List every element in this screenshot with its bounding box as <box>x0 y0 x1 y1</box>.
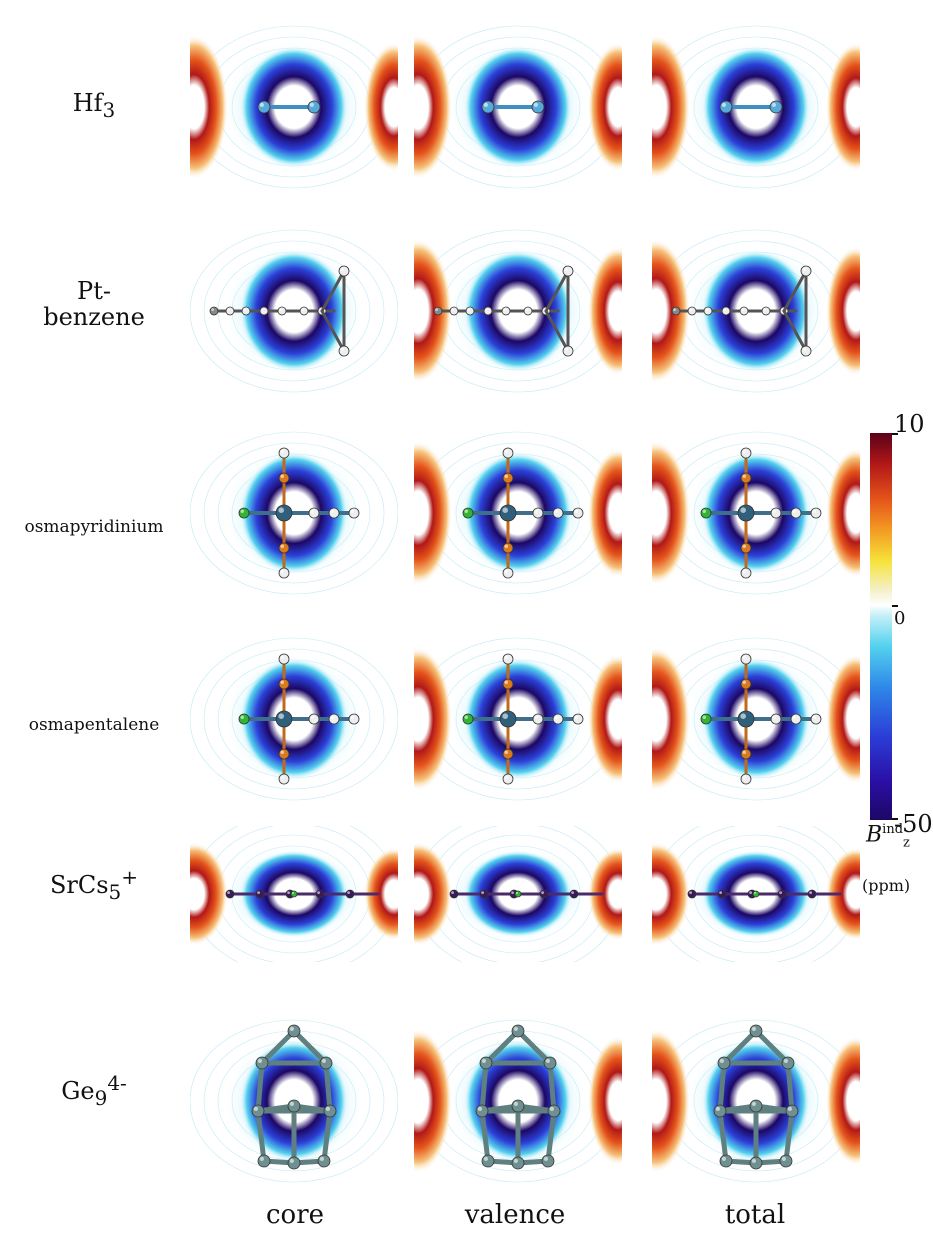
colorbar-tick-min <box>892 818 898 820</box>
panel-osmapyridinium-total <box>652 418 860 608</box>
panel-ge9-valence <box>414 1006 622 1196</box>
colorbar-tick-zero <box>892 605 898 607</box>
column-label-valence: valence <box>464 1200 566 1230</box>
row-label-srcs5-name: SrCs <box>49 871 109 899</box>
row-label-ge9-sup: 4- <box>107 1071 127 1095</box>
colorbar <box>870 433 892 820</box>
panel-pt-benzene-core <box>190 216 398 406</box>
row-label-hf3-name: Hf <box>72 89 103 117</box>
row-label-pt-line1: Pt- <box>77 277 111 305</box>
colorbar-tick-max <box>892 433 898 435</box>
panel-hf3-core <box>190 12 398 202</box>
row-label-srcs5-sub: 5 <box>108 879 122 904</box>
panel-osmapyridinium-valence <box>414 418 622 608</box>
panel-ge9-total <box>652 1006 860 1196</box>
row-label-hf3: Hf3 <box>0 90 188 123</box>
panel-osmapentalene-total <box>652 624 860 814</box>
panel-pt-benzene-valence <box>414 216 622 406</box>
row-label-srcs5: SrCs5+ <box>0 864 188 905</box>
column-label-total: total <box>724 1200 786 1230</box>
row-label-pt-benzene: Pt- benzene <box>0 278 188 330</box>
colorbar-label-min: -50 <box>894 810 933 838</box>
panel-hf3-total <box>652 12 860 202</box>
row-label-pt-line2: benzene <box>43 303 145 331</box>
colorbar-quantity-sup: ind <box>882 822 904 837</box>
row-label-osmapyridinium: osmapyridinium <box>24 517 164 537</box>
row-label-ge9-sub: 9 <box>94 1085 108 1110</box>
colorbar-quantity: Bindz <box>866 822 910 851</box>
panel-osmapentalene-core <box>190 624 398 814</box>
panel-osmapentalene-valence <box>414 624 622 814</box>
row-label-ge9-name: Ge <box>61 1077 95 1105</box>
panel-osmapyridinium-core <box>190 418 398 608</box>
panel-hf3-valence <box>414 12 622 202</box>
row-label-srcs5-sup: + <box>121 865 139 889</box>
panel-srcs5-core <box>190 826 398 962</box>
row-label-hf3-sub: 3 <box>102 97 116 122</box>
colorbar-unit: (ppm) <box>862 876 911 895</box>
panel-ge9-core <box>190 1006 398 1196</box>
panel-srcs5-valence <box>414 826 622 962</box>
column-label-core: core <box>265 1200 325 1230</box>
colorbar-label-zero: 0 <box>894 608 906 629</box>
colorbar-quantity-sub: z <box>903 835 910 851</box>
row-label-ge9: Ge94- <box>0 1070 188 1111</box>
colorbar-label-max: 10 <box>894 410 925 438</box>
panel-srcs5-total <box>652 826 860 962</box>
colorbar-quantity-symbol: B <box>866 822 883 848</box>
row-label-osmapentalene: osmapentalene <box>28 715 160 735</box>
panel-pt-benzene-total <box>652 216 860 406</box>
